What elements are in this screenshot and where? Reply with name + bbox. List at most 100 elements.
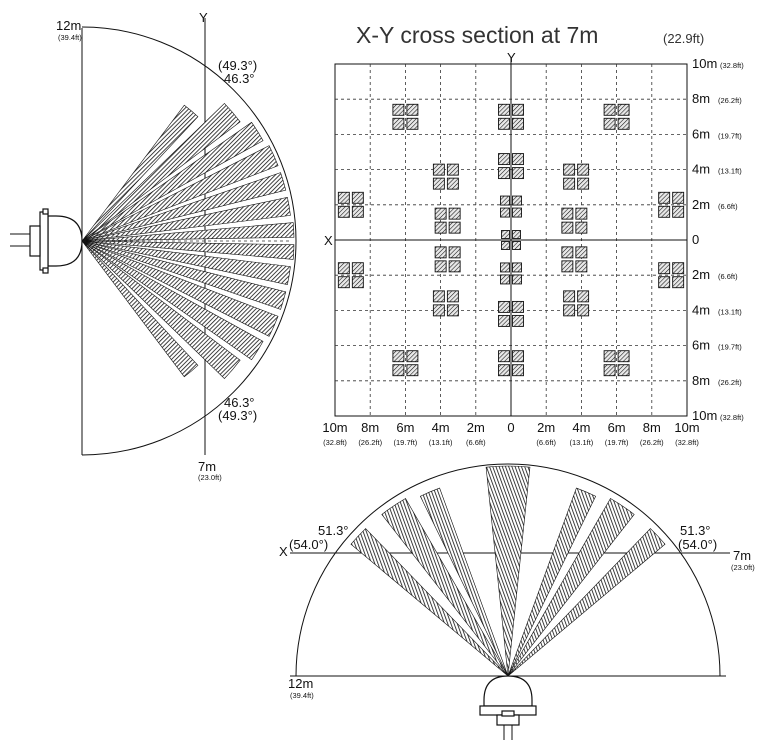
side-height-sub: (23.0ft) [198,473,222,482]
y-tick-sub: (6.6ft) [718,272,738,281]
detection-zone [406,103,419,116]
detection-zone [392,350,405,363]
detection-zone [434,221,447,234]
detection-zone [512,364,524,377]
x-tick-sub: (19.7ft) [605,438,629,447]
detection-zone [351,276,364,289]
front-range-label: 12m [288,676,313,691]
detection-zone [512,300,524,313]
detection-beam [81,240,279,337]
detection-zone [561,246,574,259]
detection-zone [563,163,576,176]
detection-zone [575,221,588,234]
detection-zone [498,117,510,130]
detection-zone [658,205,671,218]
detection-zone [498,103,510,116]
detection-zone [434,207,447,220]
detection-beam [81,121,264,242]
detection-zone [351,262,364,275]
x-tick-label: 8m [643,420,661,435]
detection-zone [561,207,574,220]
detection-beam [419,487,509,677]
detection-zone [512,117,524,130]
detection-zone [512,241,521,250]
cross-section-grid: X Y 10m (32.8ft)8m (26.2ft)6m (19.7ft)4m (13… [322,50,744,447]
front-angle-left-alt: (54.0°) [289,537,328,552]
detection-zone [575,207,588,220]
detection-zone [658,276,671,289]
detection-zone [512,167,524,180]
side-y-axis-label: Y [199,10,208,25]
detection-zone [498,364,510,377]
x-tick-sub: (13.1ft) [570,438,594,447]
detection-zone [500,207,510,218]
y-tick-label: 4m [692,302,710,317]
y-tick-sub: (6.6ft) [718,202,738,211]
detection-zone [603,103,616,116]
y-tick-label: 6m [692,126,710,141]
detection-zone [512,262,522,273]
front-range-arc [295,463,721,677]
detection-zone [498,350,510,363]
detection-zone [561,260,574,273]
x-tick-sub: (32.8ft) [323,438,347,447]
y-tick-label: 8m [692,373,710,388]
y-tick-label: 2m [692,197,710,212]
detection-zone [500,195,510,206]
detection-beam [507,498,635,677]
detection-beam [81,240,287,310]
detection-zone [446,290,459,303]
detection-zone [406,117,419,130]
detection-zone [617,364,630,377]
detection-beam [81,240,291,286]
x-tick-sub: (26.2ft) [640,438,664,447]
y-tick-label: 4m [692,162,710,177]
y-tick-sub: (32.8ft) [720,413,744,422]
detection-zone [512,103,524,116]
detection-zone [500,262,510,273]
detection-zone [337,191,350,204]
detection-zone [672,191,685,204]
y-tick-sub: (19.7ft) [718,343,742,352]
detection-beam [81,222,295,242]
x-tick-label: 4m [572,420,590,435]
detection-zone [512,153,524,166]
y-tick-sub: (26.2ft) [718,378,742,387]
detection-zone [392,364,405,377]
detection-zone [501,230,510,239]
side-height-label: 7m [198,459,216,474]
side-sensor-icon [10,208,83,274]
detection-zone [446,177,459,190]
y-tick-label: 0 [692,232,699,247]
detection-zone [500,274,510,285]
detection-zone [434,246,447,259]
detection-beam [81,240,295,260]
detection-zone [512,230,521,239]
y-tick-label: 10m [692,408,717,423]
detection-zone [448,221,461,234]
detection-zone [406,364,419,377]
detection-beam [81,240,264,361]
front-height-label: 7m [733,548,751,563]
detection-zone [498,167,510,180]
detection-beam [81,172,287,242]
detection-beam [350,528,509,677]
x-tick-label: 10m [322,420,347,435]
detection-zone [617,117,630,130]
front-height-sub: (23.0ft) [731,563,755,572]
side-view: 12m (39.4ft) Y (49.3°) 46.3° 46.3° (49.3… [10,10,297,482]
detection-zone [392,103,405,116]
detection-zone [577,304,590,317]
detection-zone [351,191,364,204]
detection-zone [617,350,630,363]
detection-zone [512,274,522,285]
front-beams [350,465,666,677]
detection-zone [337,262,350,275]
grid-x-axis-label: X [324,233,333,248]
front-view: X 51.3° (54.0°) 51.3° (54.0°) 7m (23.0ft… [279,463,755,740]
detection-zone [432,177,445,190]
y-tick-sub: (32.8ft) [720,61,744,70]
detection-zone [603,117,616,130]
detection-zone [337,205,350,218]
